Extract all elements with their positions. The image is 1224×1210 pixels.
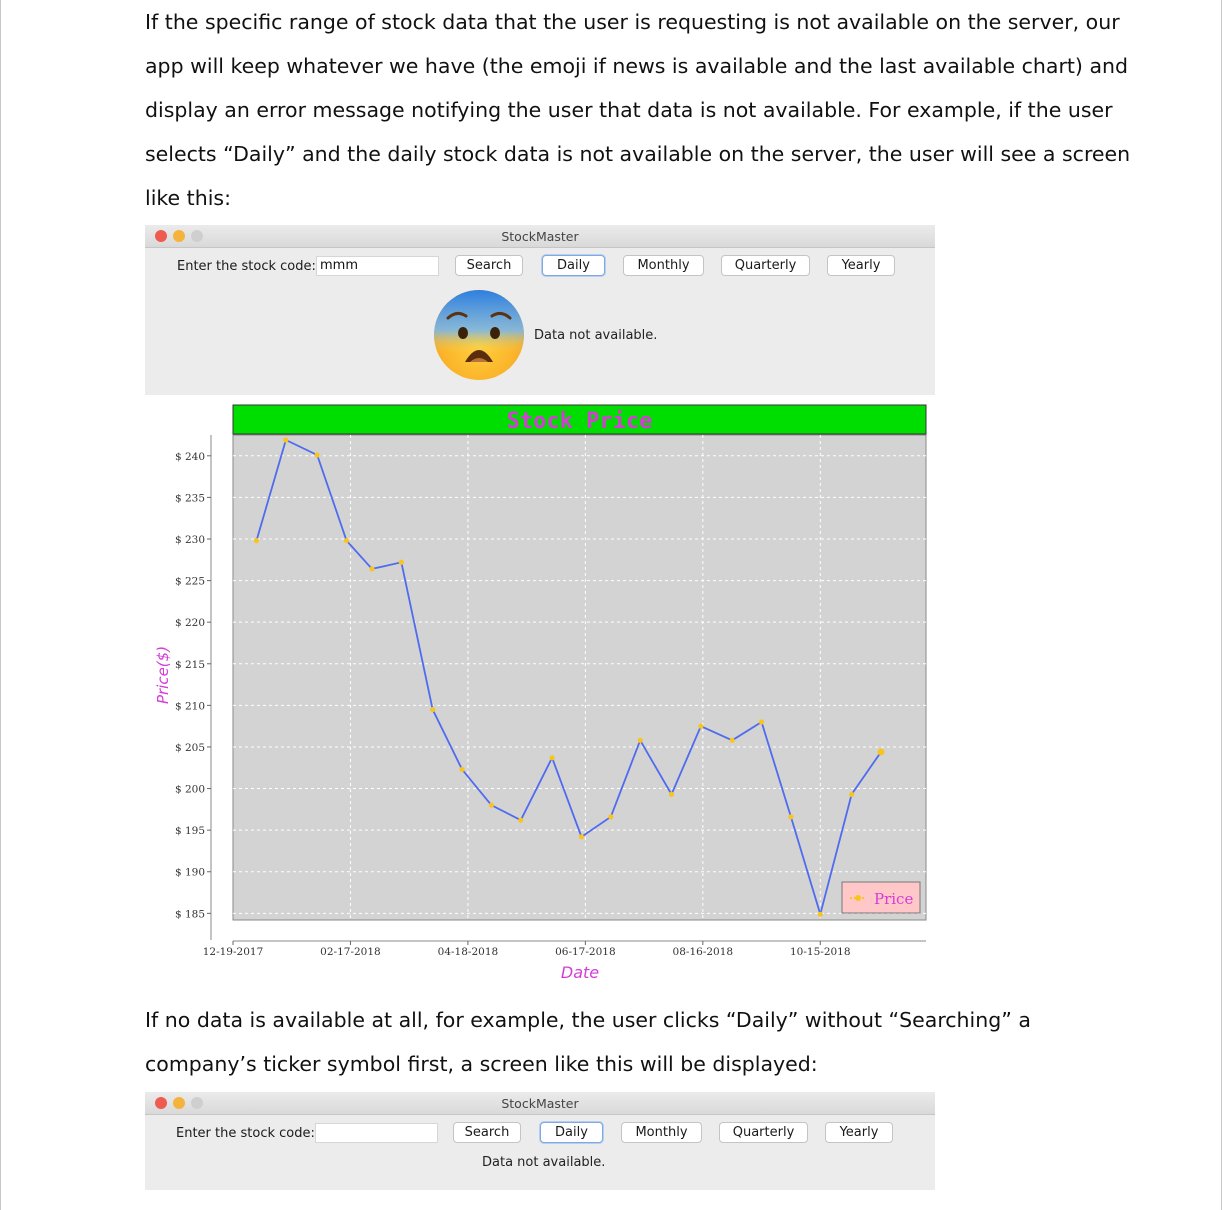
error-message: Data not available.: [534, 328, 658, 343]
price-data-point: [758, 719, 765, 725]
price-data-point: [877, 748, 885, 756]
paragraph-line: If no data is available at all, for exam…: [145, 1008, 1031, 1032]
daily-button[interactable]: Daily: [540, 1122, 603, 1143]
paragraph-intro: If the specific range of stock data that…: [145, 0, 1131, 220]
x-tick-label: 06-17-2018: [555, 946, 616, 958]
x-tick-label: 02-17-2018: [320, 946, 381, 958]
price-data-point: [788, 814, 794, 820]
daily-button[interactable]: Daily: [542, 255, 605, 276]
y-tick-label: $ 240: [175, 451, 205, 463]
grid-lines: [232, 434, 927, 921]
price-data-point: [549, 755, 555, 761]
close-window-button[interactable]: [155, 1097, 167, 1109]
monthly-button[interactable]: Monthly: [623, 255, 704, 276]
price-data-point: [283, 437, 289, 443]
x-tick-label: 12-19-2017: [203, 946, 264, 958]
price-data-point: [668, 791, 675, 797]
y-tick-label: $ 185: [175, 908, 205, 920]
zoom-window-button[interactable]: [191, 1097, 203, 1109]
price-data-point: [518, 817, 524, 823]
price-data-point: [637, 737, 643, 743]
price-data-point: [729, 737, 735, 743]
y-tick-label: $ 220: [175, 617, 205, 629]
yearly-button[interactable]: Yearly: [825, 1122, 893, 1143]
price-data-point: [698, 723, 704, 729]
page-border-right: [1221, 0, 1222, 1210]
price-data-point: [430, 706, 436, 713]
price-data-point: [253, 538, 260, 544]
price-data-point: [488, 802, 495, 808]
legend-marker-swatch: [855, 895, 861, 901]
price-data-point: [459, 766, 465, 773]
price-data-point: [314, 452, 320, 458]
legend-label: Price: [874, 890, 913, 908]
stockmaster-window-1: StockMaster Enter the stock code: mmm Se…: [145, 225, 935, 395]
y-tick-label: $ 230: [175, 534, 205, 546]
close-window-button[interactable]: [155, 230, 167, 242]
y-tick-label: $ 190: [175, 867, 205, 879]
chart-legend: Price: [841, 881, 921, 914]
price-data-point: [343, 538, 350, 544]
y-tick-label: $ 195: [175, 825, 205, 837]
stockmaster-window-2: StockMaster Enter the stock code: Search…: [145, 1092, 935, 1190]
stock-code-input[interactable]: mmm: [316, 256, 439, 276]
error-message: Data not available.: [482, 1155, 606, 1170]
legend-box: [841, 881, 921, 914]
price-data-point: [608, 814, 614, 820]
anxious-face-icon: [434, 290, 524, 380]
minimize-window-button[interactable]: [173, 230, 185, 242]
page-border-left: [0, 0, 1, 1210]
zoom-window-button[interactable]: [191, 230, 203, 242]
quarterly-button[interactable]: Quarterly: [719, 1122, 808, 1143]
price-data-point: [849, 791, 855, 797]
price-data-point: [369, 566, 375, 572]
x-axis-label: Date: [561, 963, 599, 982]
chart-title-band: [232, 404, 927, 435]
yearly-button[interactable]: Yearly: [827, 255, 895, 276]
stock-price-chart: $ 240 $ 235 $ 230 $ 225 $ 220 $ 215 $ 210 $ 205…: [154, 404, 927, 982]
x-tick-label: 04-18-2018: [438, 946, 499, 958]
paragraph-line: like this:: [145, 186, 231, 210]
paragraph-line: selects “Daily” and the daily stock data…: [145, 142, 1131, 166]
price-data-point: [578, 834, 585, 840]
window-title: StockMaster: [501, 1096, 579, 1111]
paragraph-line: If the specific range of stock data that…: [145, 10, 1120, 34]
price-series: [253, 437, 885, 918]
y-tick-label: $ 200: [175, 784, 205, 796]
search-button[interactable]: Search: [455, 255, 523, 276]
quarterly-button[interactable]: Quarterly: [721, 255, 810, 276]
x-tick-label: 08-16-2018: [673, 946, 734, 958]
y-tick-label: $ 215: [175, 659, 205, 671]
y-axis-label: Price($): [154, 646, 172, 704]
window-titlebar: StockMaster: [145, 225, 935, 248]
stock-code-label: Enter the stock code:: [176, 1126, 315, 1141]
price-series-line: [255, 438, 882, 918]
y-tick-label: $ 205: [175, 742, 205, 754]
y-tick-label: $ 225: [175, 576, 205, 588]
chart-axes: $ 240 $ 235 $ 230 $ 225 $ 220 $ 215 $ 210 $ 205…: [154, 435, 926, 982]
plot-area: [232, 434, 927, 921]
paragraph-line: display an error message notifying the u…: [145, 98, 1113, 122]
x-tick-label: 10-15-2018: [790, 946, 851, 958]
chart-title: Stock Price: [507, 409, 653, 434]
price-data-point: [398, 559, 404, 565]
paragraph-no-data: If no data is available at all, for exam…: [145, 998, 1085, 1086]
monthly-button[interactable]: Monthly: [621, 1122, 702, 1143]
stock-code-label: Enter the stock code:: [177, 259, 316, 274]
y-tick-label: $ 235: [175, 492, 205, 504]
paragraph-line: app will keep whatever we have (the emoj…: [145, 54, 1129, 78]
price-data-point: [817, 911, 823, 917]
paragraph-line: company’s ticker symbol first, a screen …: [145, 1052, 818, 1076]
minimize-window-button[interactable]: [173, 1097, 185, 1109]
window-title: StockMaster: [501, 229, 579, 244]
y-tick-label: $ 210: [175, 700, 205, 712]
search-button[interactable]: Search: [453, 1122, 521, 1143]
window-titlebar: StockMaster: [145, 1092, 935, 1115]
stock-code-input[interactable]: [315, 1123, 438, 1143]
